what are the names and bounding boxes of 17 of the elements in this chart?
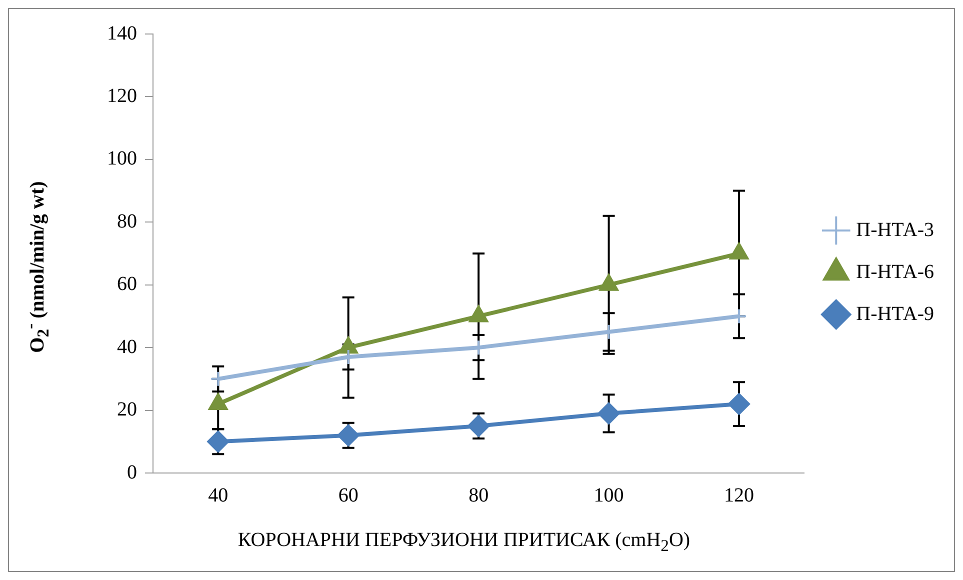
y-tick-label: 20: [117, 398, 137, 421]
y-tick-label: 60: [117, 273, 137, 296]
y-tick-label: 80: [117, 210, 137, 232]
x-tick-label: 120: [724, 484, 754, 506]
x-tick-label: 100: [594, 484, 624, 506]
y-tick-label: 140: [107, 22, 137, 44]
x-tick-label: 40: [208, 484, 228, 506]
legend-label: П-НТА-3: [856, 218, 934, 241]
legend-label: П-НТА-6: [856, 260, 934, 283]
y-tick-label: 120: [107, 84, 137, 107]
y-tick-label: 40: [117, 336, 137, 358]
x-tick-label: 80: [468, 484, 489, 506]
y-tick-label: 100: [107, 148, 137, 170]
x-axis-title: КОРОНАРНИ ПЕРФУЗИОНИ ПРИТИСАК (cmH$_{2}$O): [238, 529, 690, 556]
x-tick-label: 60: [338, 484, 358, 506]
legend-label: П-НТА-9: [856, 302, 934, 325]
y-tick-label: 0: [127, 461, 137, 484]
